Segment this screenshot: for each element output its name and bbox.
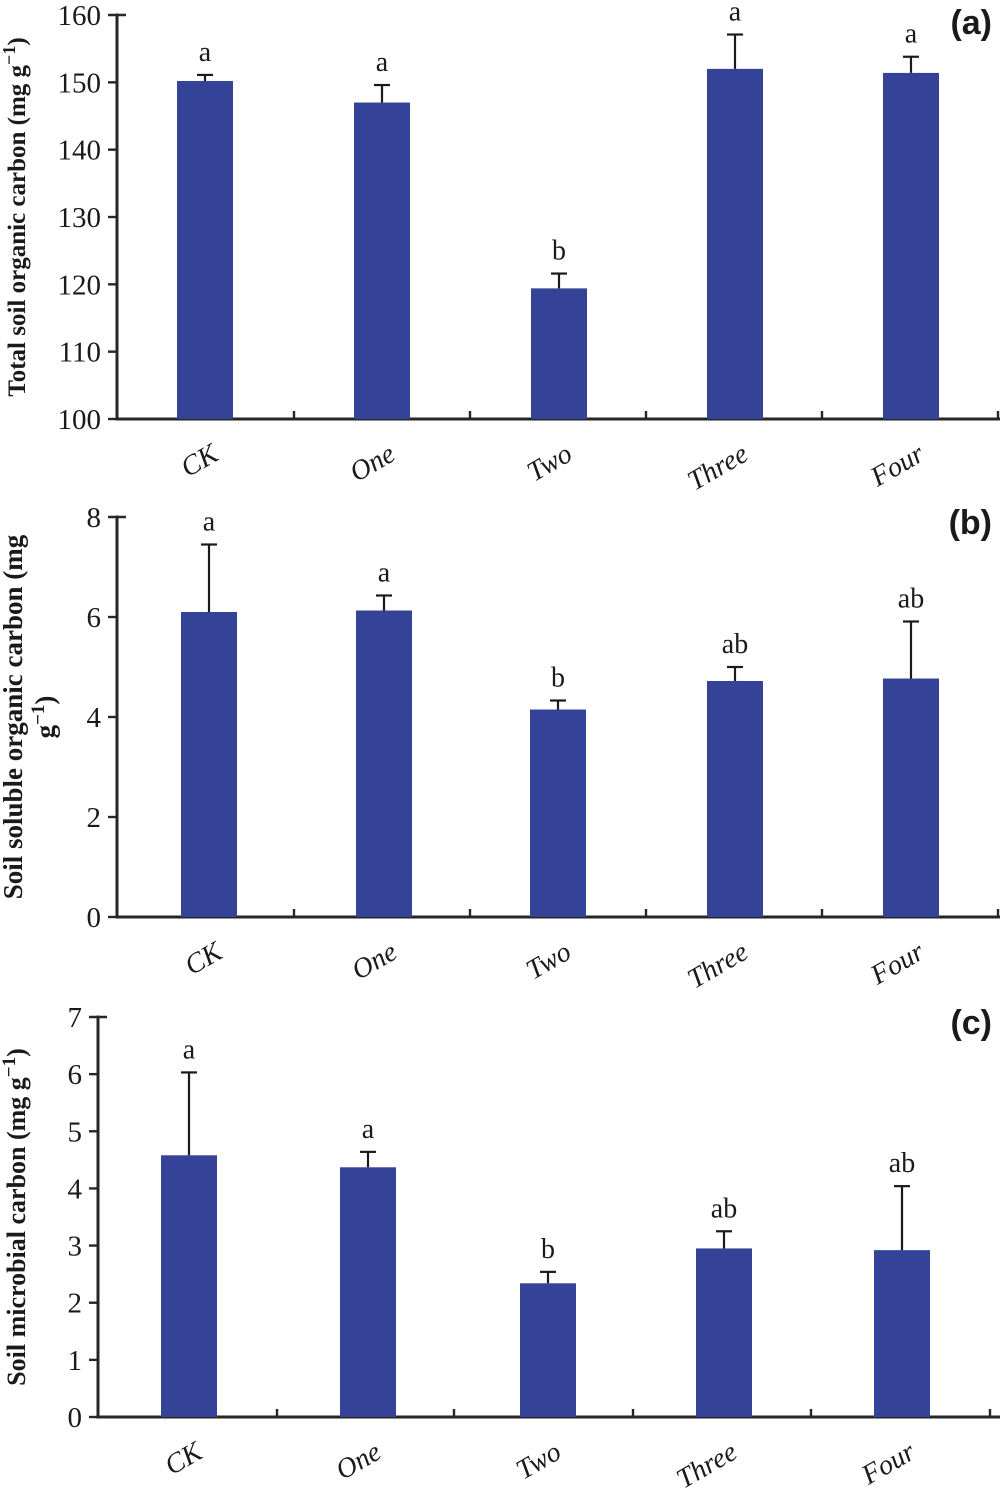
category-label: Two	[521, 936, 576, 986]
significance-label: ab	[711, 1193, 737, 1224]
y-axis-title: g−1)	[28, 696, 60, 739]
significance-label: a	[905, 19, 918, 50]
category-label: Four	[856, 1436, 921, 1491]
y-tick-label: 6	[68, 1059, 83, 1091]
category-label: One	[331, 1436, 387, 1486]
y-tick-label: 100	[58, 404, 102, 436]
significance-label: ab	[889, 1148, 915, 1179]
category-label: Four	[865, 438, 930, 493]
category-label: One	[345, 438, 401, 488]
y-tick-label: 130	[58, 202, 102, 234]
panel-label-a: (a)	[950, 4, 992, 42]
y-axis-title: Soil soluble organic carbon (mg	[0, 534, 28, 899]
bar-two	[530, 709, 586, 917]
bar-three	[707, 68, 763, 419]
y-tick-label: 1	[68, 1345, 83, 1377]
bar-ck	[161, 1155, 217, 1417]
bar-one	[354, 102, 410, 420]
bar-one	[340, 1167, 396, 1417]
category-label: Four	[865, 936, 930, 991]
significance-label: ab	[722, 629, 748, 660]
y-tick-label: 6	[87, 602, 102, 634]
significance-label: b	[551, 663, 565, 694]
y-tick-label: 3	[68, 1231, 83, 1263]
y-tick-label: 2	[87, 802, 102, 834]
category-label: Three	[682, 438, 753, 497]
significance-label: a	[199, 37, 212, 68]
y-tick-label: 5	[68, 1116, 83, 1148]
category-label: CK	[160, 1436, 209, 1482]
y-tick-label: 110	[59, 337, 101, 369]
y-tick-label: 4	[87, 702, 102, 734]
y-tick-label: 0	[87, 902, 102, 934]
y-axis-title: Soil microbial carbon (mg g−1)	[0, 1048, 31, 1386]
y-axis-title: Total soil organic carbon (mg g−1)	[0, 37, 31, 396]
bar-three	[707, 681, 763, 917]
significance-label: b	[541, 1234, 555, 1265]
y-tick-label: 2	[68, 1288, 83, 1320]
y-tick-label: 4	[68, 1173, 83, 1205]
bar-ck	[181, 612, 237, 917]
bar-three	[696, 1248, 752, 1417]
category-label: One	[347, 936, 403, 986]
significance-label: a	[376, 47, 389, 78]
significance-label: b	[552, 236, 566, 267]
bar-four	[883, 72, 939, 419]
y-tick-label: 8	[87, 502, 102, 534]
y-tick-label: 150	[58, 67, 102, 99]
category-label: Two	[511, 1436, 566, 1486]
significance-label: a	[203, 507, 216, 538]
panel-b: 0 2 4 6 8 a a b ab ab CK One Two Three Four Soil solubl…	[0, 500, 1000, 1000]
significance-label: a	[183, 1034, 196, 1065]
bar-four	[874, 1250, 930, 1417]
category-label: CK	[176, 438, 225, 484]
significance-label: ab	[898, 584, 924, 615]
bar-one	[356, 610, 412, 917]
y-tick-label: 120	[58, 269, 102, 301]
significance-label: a	[378, 558, 391, 589]
bar-ck	[177, 80, 233, 419]
y-tick-label: 0	[68, 1402, 83, 1434]
category-label: Three	[671, 1436, 742, 1495]
category-label: CK	[180, 936, 229, 982]
bar-four	[883, 678, 939, 917]
significance-label: a	[362, 1114, 375, 1145]
y-tick-label: 140	[58, 135, 102, 167]
category-label: Three	[682, 936, 753, 995]
y-tick-label: 160	[58, 0, 102, 32]
panel-a: 100 110 120 130 140 150 160 a a b a a CK One Two Three F…	[0, 0, 1000, 500]
significance-label: a	[729, 0, 742, 28]
y-tick-label: 7	[68, 1002, 83, 1034]
chart-total-soil-organic-carbon: 100 110 120 130 140 150 160 a a b a a CK One Two Three F…	[0, 0, 1000, 497]
panel-label-b: (b)	[948, 504, 992, 542]
panel-label-c: (c)	[950, 1004, 992, 1042]
category-label: Two	[522, 438, 577, 488]
panel-c: 0 1 2 3 4 5 6 7 a a b ab ab CK One Two Three Four Soil mic…	[0, 1000, 1000, 1501]
bar-two	[531, 288, 587, 419]
bar-two	[520, 1283, 576, 1417]
